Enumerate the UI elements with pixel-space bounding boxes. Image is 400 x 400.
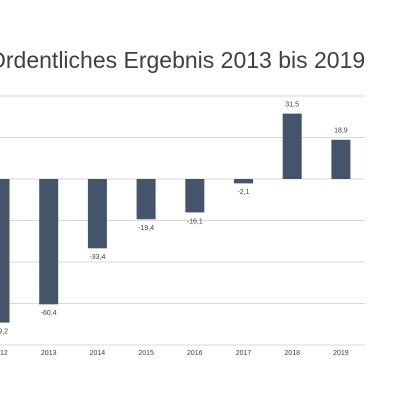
x-tick-label: 2012 bbox=[0, 350, 8, 357]
x-tick-label: 2014 bbox=[90, 350, 106, 357]
value-label: 31,5 bbox=[285, 101, 299, 108]
x-tick-label: 2018 bbox=[284, 350, 300, 357]
chart-title: Ordentliches Ergebnis 2013 bis 2019 bbox=[0, 47, 365, 73]
value-label: -19,4 bbox=[138, 225, 154, 232]
x-tick-label: 2016 bbox=[187, 350, 203, 357]
value-label: -16,1 bbox=[187, 218, 203, 225]
bar bbox=[39, 179, 59, 305]
value-label: 18,9 bbox=[334, 128, 348, 135]
value-label: -69,2 bbox=[0, 328, 8, 335]
x-tick-label: 2019 bbox=[333, 350, 349, 357]
value-label: -33,4 bbox=[89, 254, 105, 261]
bar bbox=[234, 179, 253, 184]
bar bbox=[282, 113, 302, 179]
bar bbox=[87, 179, 107, 249]
x-tick-label: 2015 bbox=[138, 350, 154, 357]
x-tick-label: 2013 bbox=[41, 350, 57, 357]
x-tick-label: 2017 bbox=[236, 350, 252, 357]
value-label: -60,4 bbox=[41, 310, 57, 317]
bar bbox=[136, 179, 156, 220]
bar bbox=[331, 139, 351, 179]
bar bbox=[185, 179, 205, 213]
value-label: -2,1 bbox=[237, 189, 249, 196]
bar bbox=[0, 179, 10, 323]
